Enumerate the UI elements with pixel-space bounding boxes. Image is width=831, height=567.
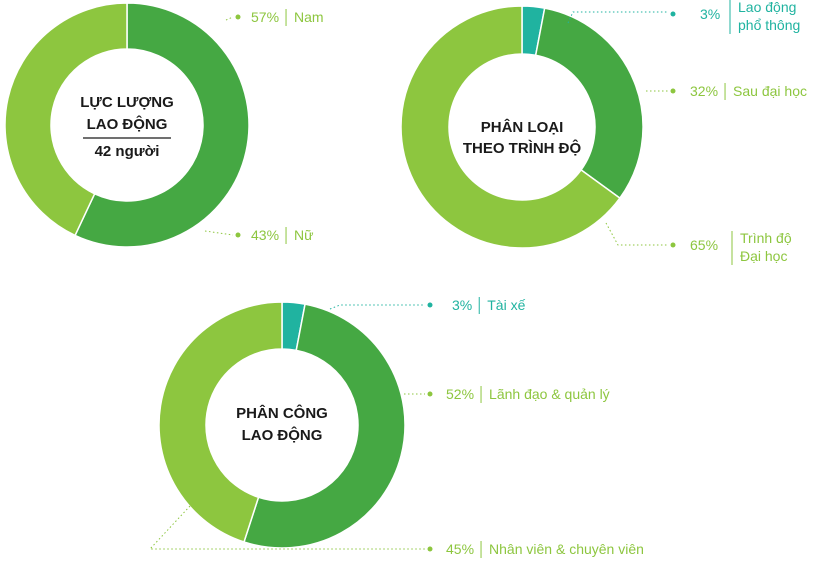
slice-name-label: Đại học bbox=[740, 248, 787, 264]
slice-percent-label: 3% bbox=[452, 297, 472, 313]
center-title-line: PHÂN LOẠI bbox=[481, 118, 564, 136]
donut-slice bbox=[400, 5, 621, 249]
leader-dot bbox=[427, 302, 433, 308]
center-title-line: LAO ĐỘNG bbox=[87, 115, 168, 133]
center-title-line: THEO TRÌNH ĐỘ bbox=[463, 139, 582, 157]
leader-dot bbox=[670, 242, 676, 248]
leader-line bbox=[329, 304, 425, 310]
leader-dot bbox=[670, 88, 676, 94]
slice-percent-label: 43% bbox=[251, 227, 279, 243]
donut-slice bbox=[243, 303, 406, 549]
slice-name-label: Sau đại học bbox=[733, 83, 807, 99]
center-title-line: PHÂN CÔNG bbox=[236, 404, 328, 422]
slice-name-label: Nam bbox=[294, 9, 324, 25]
slice-name-label: phổ thông bbox=[738, 17, 800, 33]
slice-percent-label: 65% bbox=[690, 237, 718, 253]
leader-line bbox=[204, 230, 234, 236]
slice-percent-label: 32% bbox=[690, 83, 718, 99]
slice-name-label: Lãnh đạo & quản lý bbox=[489, 386, 610, 402]
donut-slice bbox=[158, 301, 283, 543]
slice-percent-label: 3% bbox=[700, 6, 720, 22]
slice-percent-label: 57% bbox=[251, 9, 279, 25]
center-subtitle: 42 người bbox=[95, 143, 160, 160]
leader-dot bbox=[235, 14, 241, 20]
leader-line bbox=[567, 11, 668, 24]
donut-chart-3: PHÂN CÔNG LAO ĐỘNG 3% Tài xế 52% Lãnh đạo & q… bbox=[148, 297, 644, 558]
leader-line bbox=[605, 222, 668, 246]
donut-chart-1: LỰC LƯỢNG LAO ĐỘNG 42 người 57% Nam 43% Nữ bbox=[4, 2, 324, 248]
leader-dot bbox=[427, 391, 433, 397]
slice-percent-label: 52% bbox=[446, 386, 474, 402]
leader-line bbox=[225, 16, 234, 21]
slice-name-label: Nữ bbox=[294, 227, 313, 243]
donut-slice bbox=[4, 2, 128, 237]
slice-name-label: Lao động bbox=[738, 0, 796, 15]
slice-name-label: Nhân viên & chuyên viên bbox=[489, 541, 644, 557]
slice-name-label: Trình độ bbox=[740, 230, 792, 246]
slice-name-label: Tài xế bbox=[487, 297, 525, 313]
leader-dot bbox=[427, 546, 433, 552]
donut-chart-2: PHÂN LOẠI THEO TRÌNH ĐỘ 3% Lao động phổ thôn… bbox=[400, 0, 807, 265]
center-title-line: LỰC LƯỢNG bbox=[80, 94, 174, 111]
leader-dot bbox=[235, 232, 241, 238]
donut-slice bbox=[74, 2, 250, 248]
slice-percent-label: 45% bbox=[446, 541, 474, 557]
donut-slice bbox=[534, 7, 644, 200]
center-title-line: LAO ĐỘNG bbox=[242, 426, 323, 444]
leader-dot bbox=[670, 11, 676, 17]
